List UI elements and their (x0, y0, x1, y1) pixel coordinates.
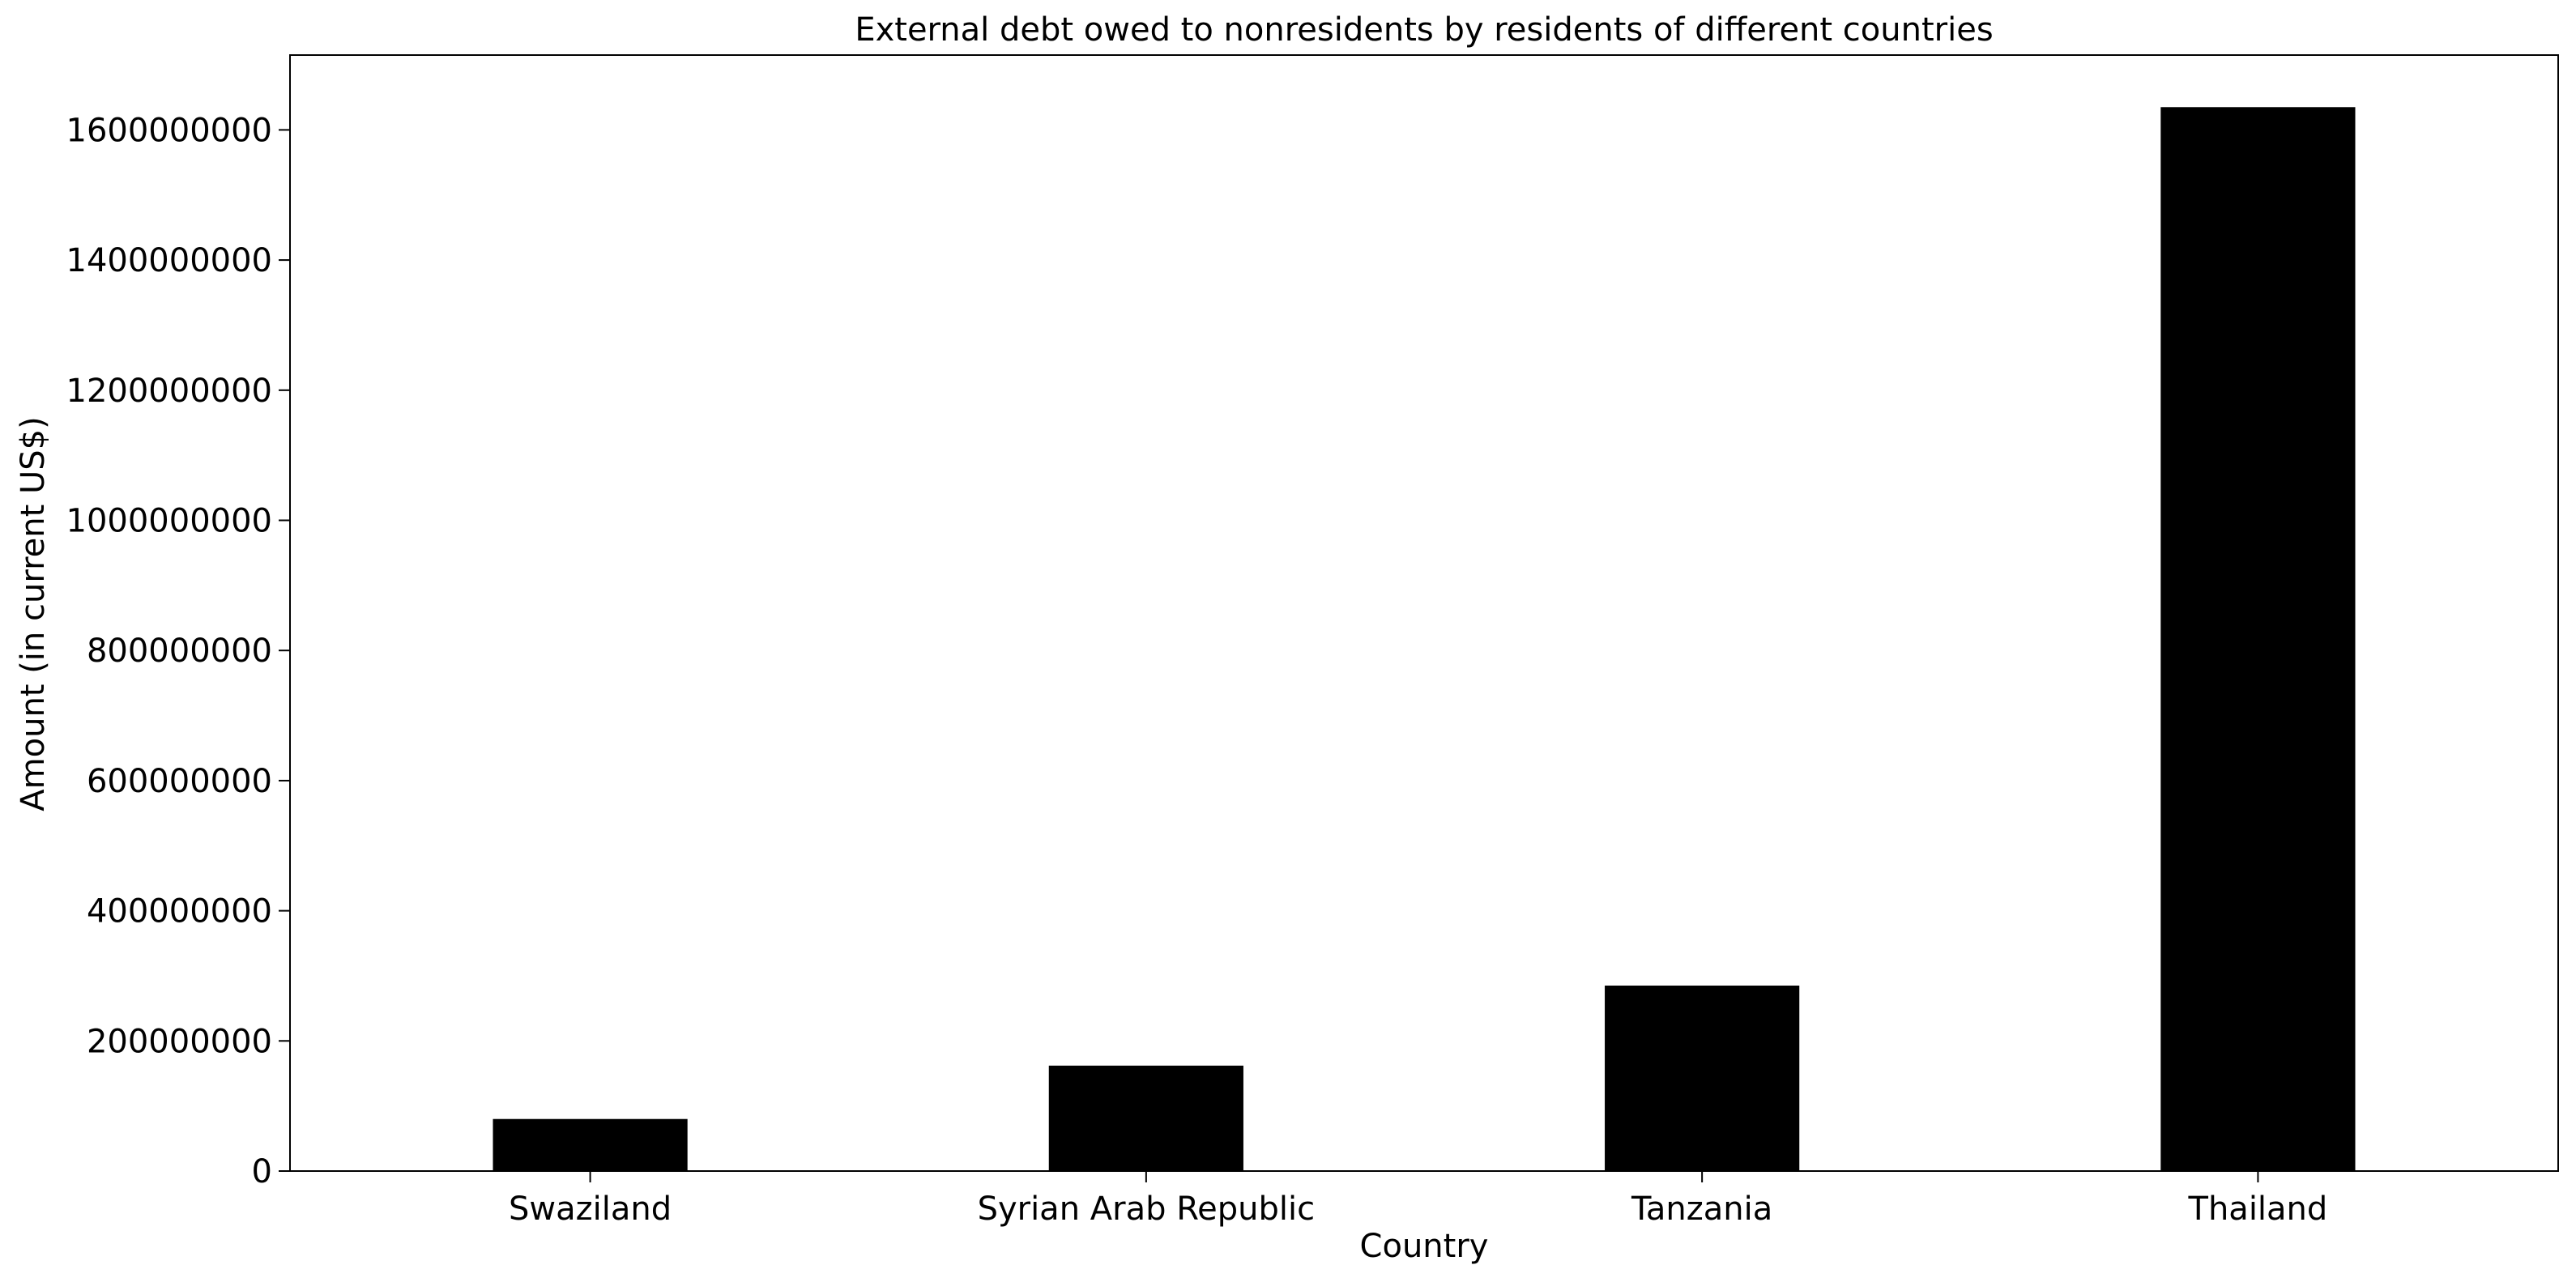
x-tick-label: Swaziland (509, 1190, 672, 1228)
bar-swaziland (493, 1118, 688, 1171)
chart-title: External debt owed to nonresidents by re… (855, 11, 1993, 49)
y-tick-label: 400000000 (87, 893, 272, 931)
bar-tanzania (1605, 986, 1800, 1171)
y-axis-ticks: 0 200000000 400000000 600000000 800000000 100… (66, 112, 290, 1190)
bars-group (493, 107, 2356, 1171)
x-axis-ticks: Swaziland Syrian Arab Republic Tanzania Tha… (509, 1171, 2327, 1228)
y-tick-label: 1400000000 (66, 242, 273, 279)
x-tick-label: Tanzania (1631, 1190, 1772, 1228)
y-tick-label: 1000000000 (66, 503, 273, 540)
y-tick-label: 1200000000 (66, 373, 273, 410)
plot-area-frame (289, 54, 2559, 1172)
y-tick-label: 0 (252, 1153, 272, 1190)
y-tick-label: 800000000 (87, 632, 272, 670)
y-tick-label: 200000000 (87, 1023, 272, 1060)
y-axis-label: Amount (in current US$) (15, 416, 52, 811)
y-tick-label: 600000000 (87, 763, 272, 800)
y-tick-label: 1600000000 (66, 112, 273, 149)
x-tick-label: Thailand (2188, 1190, 2328, 1228)
bar-syrian-arab-republic (1048, 1065, 1243, 1171)
x-tick-label: Syrian Arab Republic (978, 1190, 1316, 1228)
bar-thailand (2160, 107, 2356, 1171)
x-axis-label: Country (1360, 1228, 1489, 1265)
